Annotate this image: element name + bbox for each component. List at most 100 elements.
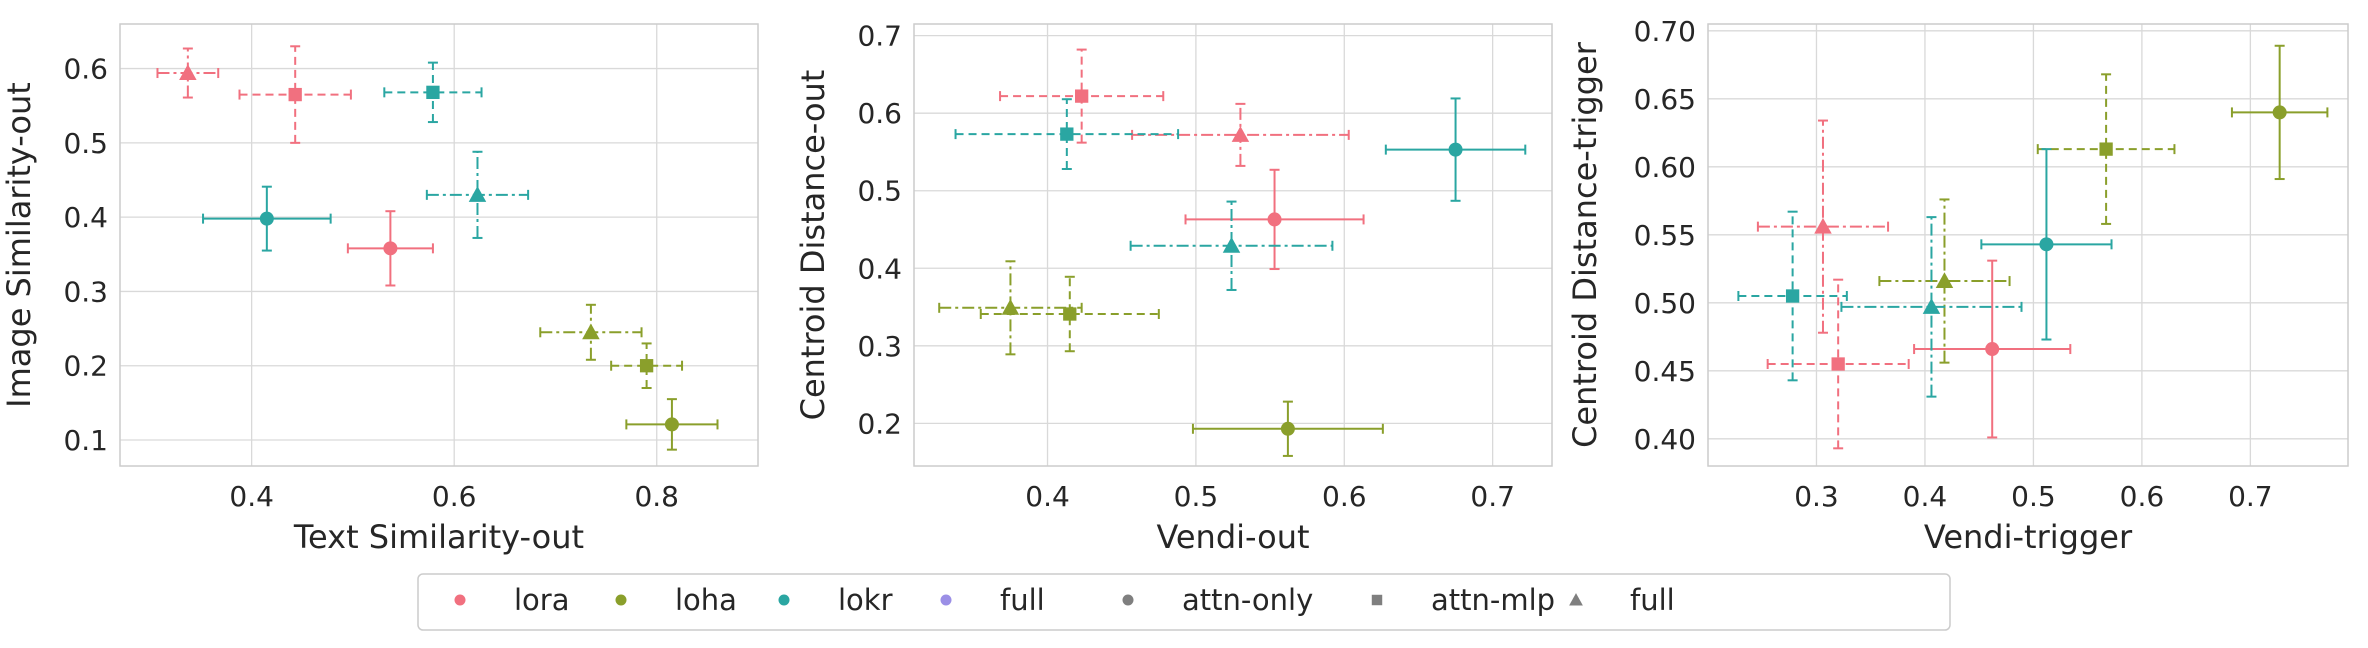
x-tick-label: 0.3 <box>1794 480 1839 513</box>
data-marker <box>639 359 654 373</box>
x-tick-label: 0.4 <box>1025 480 1070 513</box>
y-axis-label: Centroid Distance-trigger <box>1566 41 1604 448</box>
data-marker <box>1814 217 1832 234</box>
data-marker <box>1267 212 1282 227</box>
point-lora-full <box>156 47 220 99</box>
legend-label: full <box>1630 583 1675 617</box>
point-lokr-attn-only <box>202 185 332 252</box>
legend-marker-circle <box>940 594 952 606</box>
legend-item: lokr <box>778 583 893 617</box>
y-tick-label: 0.45 <box>1634 355 1696 388</box>
y-tick-label: 0.6 <box>63 53 108 86</box>
x-tick-label: 0.5 <box>2011 480 2056 513</box>
legend-label: full <box>1000 583 1045 617</box>
y-tick-label: 0.4 <box>63 201 108 234</box>
data-marker <box>2272 105 2287 120</box>
subplot-2: 0.4 0.5 0.6 0.7 0.2 0.3 0.4 0.5 0.6 0.7 Vendi-out C… <box>794 20 1553 556</box>
y-tick-label: 0.7 <box>857 20 902 53</box>
legend-item: full <box>1569 583 1675 617</box>
point-lora-full <box>1756 119 1890 334</box>
point-loha-full <box>938 260 1083 356</box>
legend-marker-circle <box>1122 594 1134 606</box>
point-lora-attn-mlp <box>1766 278 1910 450</box>
point-lora-full <box>1131 102 1350 167</box>
legend-item: attn-only <box>1122 583 1313 617</box>
plot-frame <box>913 23 1553 467</box>
y-tick-label: 0.40 <box>1634 423 1696 456</box>
data-marker <box>1922 298 1941 314</box>
legend: lora loha lokr full attn-only attn-mlp full <box>417 573 1951 631</box>
y-tick-label: 0.60 <box>1634 151 1696 184</box>
x-axis-label: Vendi-trigger <box>1924 518 2133 556</box>
data-marker <box>582 323 600 340</box>
x-axis-label: Vendi-out <box>1156 518 1309 556</box>
legend-label: loha <box>675 583 737 617</box>
legend-marker-circle <box>454 594 466 606</box>
legend-marker-square <box>1371 594 1383 606</box>
data-marker <box>2099 142 2113 156</box>
y-tick-label: 0.6 <box>857 97 902 130</box>
point-lokr-full <box>1129 200 1334 291</box>
legend-label: lora <box>514 583 570 617</box>
data-marker <box>664 417 679 432</box>
point-lokr-attn-mlp <box>1737 210 1848 382</box>
point-loha-attn-mlp <box>2036 73 2176 225</box>
data-marker <box>259 211 274 226</box>
x-tick-label: 0.6 <box>432 480 477 513</box>
point-loha-attn-mlp <box>610 342 684 389</box>
x-tick-label: 0.4 <box>229 480 274 513</box>
legend-item: loha <box>615 583 737 617</box>
point-lora-attn-only <box>1184 168 1365 271</box>
legend-item: lora <box>454 583 570 617</box>
point-lora-attn-mlp <box>238 45 352 144</box>
y-tick-label: 0.3 <box>857 330 902 363</box>
data-marker <box>1935 272 1954 289</box>
y-tick-label: 0.1 <box>63 424 108 457</box>
data-marker <box>1831 357 1845 371</box>
y-axis-label: Image Similarity-out <box>0 82 38 408</box>
data-marker <box>1075 89 1089 103</box>
y-tick-label: 0.3 <box>63 275 108 308</box>
data-marker <box>1280 421 1295 436</box>
point-loha-attn-only <box>1191 400 1384 457</box>
data-marker <box>426 85 440 99</box>
data-marker <box>1222 237 1241 253</box>
y-tick-label: 0.65 <box>1634 83 1696 116</box>
y-tick-label: 0.2 <box>857 407 902 440</box>
y-tick-label: 0.2 <box>63 350 108 383</box>
legend-item: attn-mlp <box>1371 583 1555 617</box>
data-marker <box>1985 342 2000 357</box>
subplot-1: 0.4 0.6 0.8 0.1 0.2 0.3 0.4 0.5 0.6 Text Similari… <box>0 23 759 556</box>
legend-item: full <box>940 583 1045 617</box>
point-lokr-attn-mlp <box>954 98 1180 171</box>
plot-frame <box>119 23 759 467</box>
x-tick-label: 0.8 <box>634 480 679 513</box>
y-tick-label: 0.5 <box>63 127 108 160</box>
legend-label: attn-only <box>1182 583 1313 617</box>
data-marker <box>1448 142 1463 157</box>
legend-label: attn-mlp <box>1431 583 1555 617</box>
x-tick-label: 0.6 <box>1322 480 1367 513</box>
x-tick-label: 0.5 <box>1174 480 1219 513</box>
data-marker <box>383 241 398 256</box>
data-marker <box>1063 307 1077 321</box>
x-axis-label: Text Similarity-out <box>293 518 584 556</box>
point-lora-attn-only <box>1913 259 2072 439</box>
legend-marker-triangle <box>1569 593 1583 606</box>
point-lora-attn-mlp <box>999 48 1165 144</box>
y-tick-label: 0.5 <box>857 175 902 208</box>
point-loha-attn-only <box>625 398 719 451</box>
data-marker <box>288 87 302 102</box>
legend-box <box>417 573 1951 631</box>
y-tick-label: 0.50 <box>1634 287 1696 320</box>
point-lokr-attn-only <box>1384 97 1527 202</box>
x-tick-label: 0.6 <box>2120 480 2165 513</box>
point-loha-full <box>539 303 643 361</box>
point-loha-full <box>1878 198 2011 364</box>
point-loha-attn-only <box>2230 44 2329 181</box>
data-marker <box>1060 127 1074 141</box>
y-tick-label: 0.4 <box>857 252 902 285</box>
x-tick-label: 0.4 <box>1903 480 1948 513</box>
y-tick-label: 0.70 <box>1634 15 1696 48</box>
